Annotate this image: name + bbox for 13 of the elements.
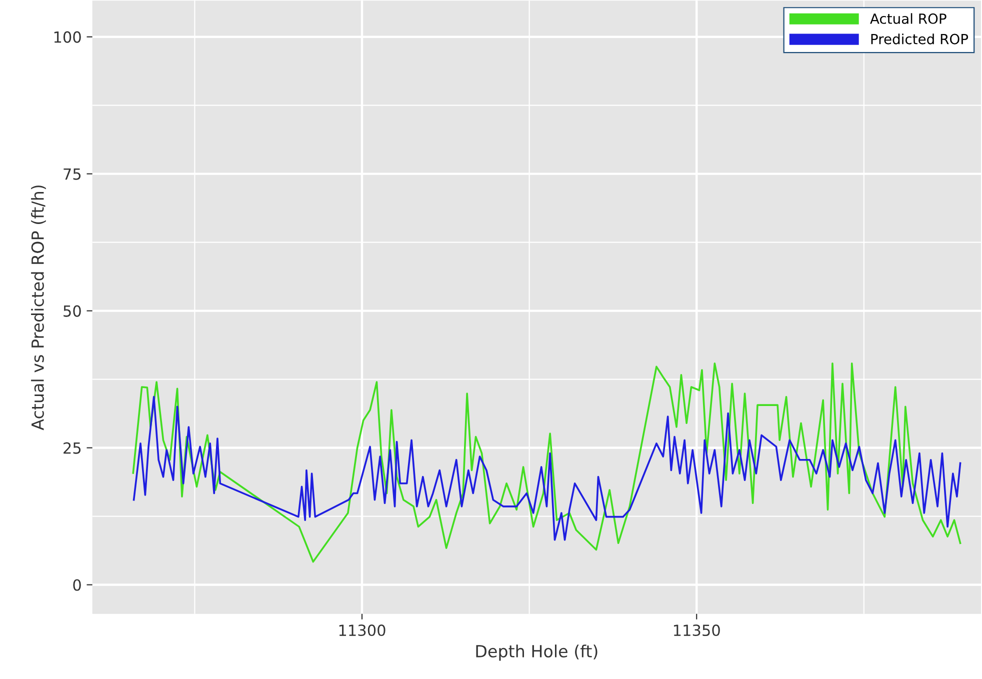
line-series — [132, 362, 962, 563]
y-axis-title: Actual vs Predicted ROP (ft/h) — [31, 186, 46, 430]
y-tick-label: 50 — [64, 305, 81, 317]
y-tick-label: 100 — [54, 31, 81, 43]
y-tick-label: 0 — [73, 579, 81, 591]
y-tick-label: 25 — [64, 442, 81, 454]
legend-label: Predicted ROP — [871, 34, 968, 44]
x-tick-label: 11350 — [674, 624, 720, 636]
legend-label: Actual ROP — [870, 13, 946, 24]
y-tick-label: 75 — [64, 168, 81, 180]
x-tick-label: 11300 — [339, 624, 386, 636]
line-series — [132, 396, 962, 541]
x-axis-title: Depth Hole (ft) — [476, 644, 598, 661]
